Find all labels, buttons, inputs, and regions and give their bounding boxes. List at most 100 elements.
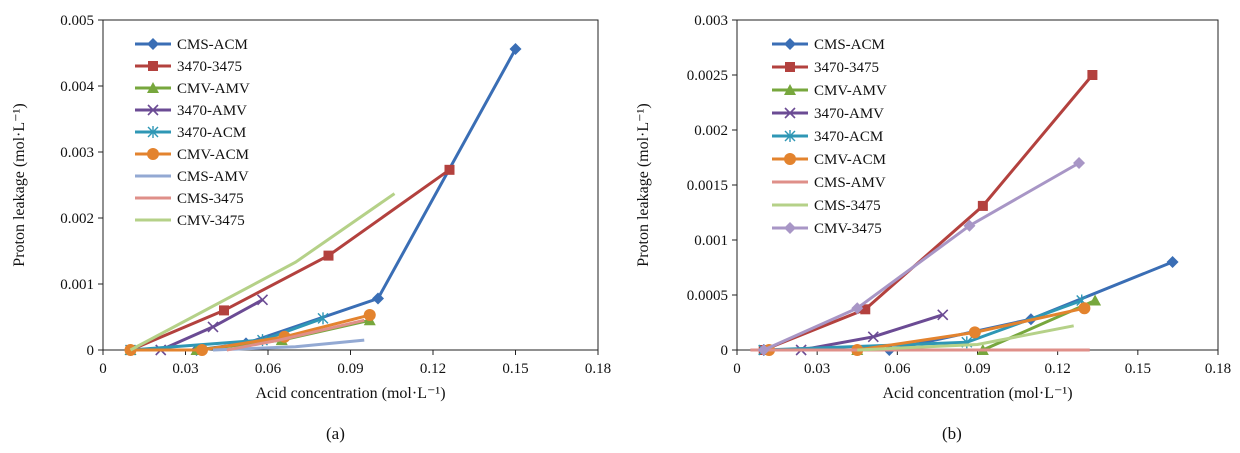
data-point (323, 250, 334, 261)
x-tick-label: 0.09 (337, 361, 363, 377)
data-point (1087, 70, 1098, 80)
series-line (763, 260, 1174, 352)
x-tick-label: 0.12 (420, 361, 446, 377)
legend-label: CMV-3475 (814, 221, 882, 237)
legend: CMS-ACM 3470-3475 CMV-AMV 3470-AMV 3470-ACM C… (772, 37, 887, 237)
legend-label: 3470-ACM (177, 125, 246, 141)
chart-a: 0 0.03 0.06 0.09 0.12 0.15 0.18 0 0.001 0.002 0.00… (11, 13, 611, 402)
plot-area-frame (736, 19, 1219, 351)
legend-label: CMS-ACM (814, 37, 885, 53)
x-tick-label: 0.06 (884, 361, 911, 377)
data-point (1073, 157, 1086, 169)
x-tick-label: 0.12 (1045, 361, 1071, 377)
legend-item: CMS-ACM (135, 37, 248, 53)
data-point (867, 331, 879, 343)
legend-marker (784, 38, 796, 50)
legend-label: CMV-3475 (177, 213, 245, 229)
series-cms-3475 (857, 324, 1074, 352)
data-point (851, 302, 864, 315)
data-point (1078, 302, 1091, 315)
legend-item: CMV-AMV (135, 81, 250, 97)
legend-item: 3470-ACM (135, 125, 246, 141)
legend-item: 3470-AMV (772, 106, 884, 122)
data-point (317, 312, 329, 325)
x-tick-label: 0.06 (255, 361, 282, 377)
x-tick-label: 0.03 (804, 361, 830, 377)
data-point (363, 309, 376, 322)
legend: CMS-ACM 3470-3475 CMV-AMV 3470-AMV 3470-ACM C… (135, 37, 250, 229)
legend-marker (784, 130, 796, 142)
y-tick-label: 0.0025 (687, 68, 728, 84)
x-tick-label: 0.15 (502, 361, 528, 377)
legend-marker (147, 82, 159, 93)
data-point (444, 164, 455, 175)
legend-item: CMS-3475 (772, 198, 881, 214)
x-tick-label: 0.15 (1125, 361, 1151, 377)
legend-label: CMV-ACM (177, 147, 249, 163)
y-tick-label: 0.001 (694, 233, 728, 249)
legend-item: CMV-3475 (772, 221, 882, 237)
y-tick-label: 0.003 (60, 145, 94, 161)
legend-marker (784, 107, 796, 119)
series-line (226, 318, 365, 352)
legend-label: 3470-ACM (814, 129, 883, 145)
x-tick-label: 0.09 (964, 361, 990, 377)
y-tick-label: 0.002 (694, 123, 728, 139)
y-tick-label: 0 (87, 343, 95, 359)
series-line (763, 299, 1083, 352)
legend-label: CMV-ACM (814, 152, 886, 168)
legend-item: CMS-3475 (135, 191, 244, 207)
data-point (968, 326, 981, 339)
series-cmv-3475 (757, 157, 1086, 356)
legend-item: 3470-3475 (772, 60, 879, 76)
y-tick-label: 0.003 (694, 13, 728, 29)
chart-panel-a: 0 0.03 0.06 0.09 0.12 0.15 0.18 0 0.001 0.002 0.00… (11, 13, 611, 443)
legend-item: CMV-ACM (772, 152, 886, 168)
legend-item: CMV-ACM (135, 147, 249, 163)
data-point (937, 309, 949, 321)
legend-label: CMV-AMV (177, 81, 250, 97)
x-tick-label: 0 (733, 361, 741, 377)
series-line (763, 161, 1080, 352)
legend-item: CMV-AMV (772, 83, 887, 99)
data-point (963, 219, 976, 232)
legend-marker (148, 61, 158, 71)
legend-label: 3470-AMV (177, 103, 247, 119)
legend-item: CMS-AMV (772, 175, 886, 191)
data-point (509, 43, 522, 56)
data-point (219, 305, 229, 316)
data-point (1089, 294, 1102, 306)
x-tick-label: 0.03 (172, 361, 198, 377)
x-tick-label: 0 (99, 361, 107, 377)
legend-label: CMS-ACM (177, 37, 248, 53)
y-axis-label: Proton leakage (mol·L⁻¹) (635, 103, 652, 266)
series-3470-amv (795, 309, 949, 356)
chart-b: 0 0.03 0.06 0.09 0.12 0.15 0.18 0 0.0005 0.001 0.0… (635, 13, 1231, 402)
legend-marker (147, 104, 159, 116)
series-line (130, 313, 371, 352)
series-line (129, 192, 396, 352)
series-line (857, 324, 1074, 352)
data-point (196, 344, 208, 356)
data-point (256, 294, 269, 306)
legend-label: 3470-3475 (177, 59, 242, 75)
y-tick-label: 0 (721, 343, 729, 359)
y-tick-label: 0.004 (60, 79, 94, 95)
series-line (129, 168, 451, 352)
x-axis-label: Acid concentration (mol·L⁻¹) (255, 385, 445, 402)
legend-marker (784, 153, 796, 165)
legend-label: 3470-AMV (814, 106, 884, 122)
legend-item: 3470-3475 (135, 59, 242, 75)
data-point (372, 292, 384, 305)
data-point (977, 200, 988, 211)
legend-label: CMS-3475 (814, 198, 881, 214)
y-tick-label: 0.0015 (687, 178, 728, 194)
legend-marker (147, 126, 159, 138)
legend-item: CMS-ACM (772, 37, 885, 53)
legend-marker (784, 84, 796, 95)
panel-caption-b: (b) (942, 424, 962, 443)
x-tick-label: 0.18 (1205, 361, 1231, 377)
data-point (207, 321, 219, 333)
data-point (860, 304, 871, 315)
legend-label: CMS-3475 (177, 191, 244, 207)
